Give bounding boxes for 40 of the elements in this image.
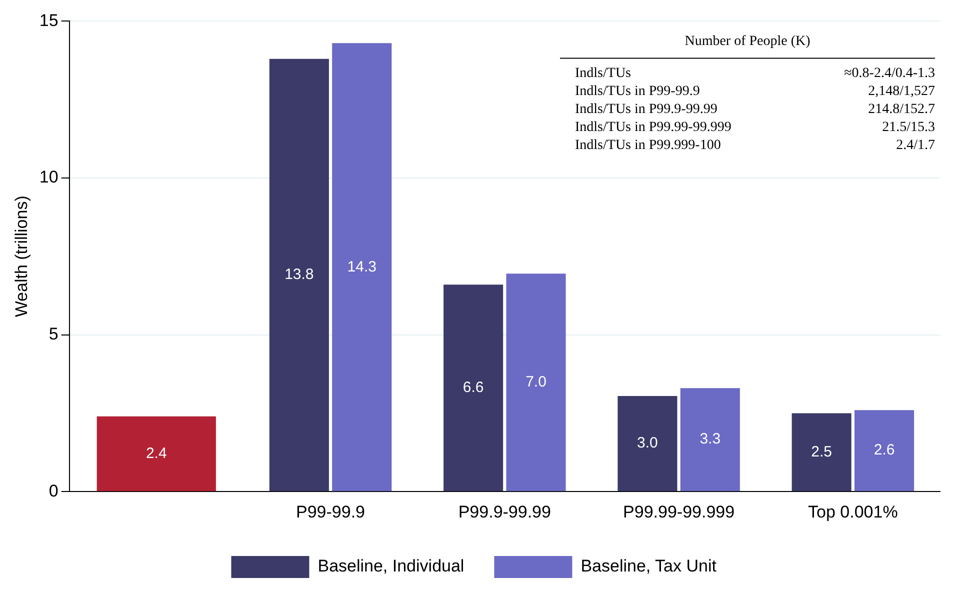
bar — [96, 416, 216, 492]
data-label: 7.0 — [526, 374, 546, 391]
annotation: 214.8/152.7 — [868, 102, 935, 117]
annotation: Indls/TUs in P99-99.9 — [575, 84, 700, 99]
bar — [680, 388, 740, 492]
bar — [506, 274, 566, 492]
legend-label: Baseline, Tax Unit — [580, 556, 717, 576]
data-label: 2.5 — [811, 443, 832, 460]
annotation: ≈0.8-2.4/0.4-1.3 — [844, 66, 935, 81]
bar — [792, 413, 852, 492]
data-label: 2.4 — [146, 444, 167, 462]
bar — [332, 43, 392, 492]
bar — [854, 410, 914, 492]
x-tick-label: P99.99-99.999 — [623, 502, 735, 522]
x-tick-label: Top 0.001% — [808, 502, 898, 522]
y-tick-label: 15 — [39, 10, 58, 30]
bar — [269, 58, 329, 492]
data-label: 3.3 — [700, 430, 721, 448]
data-label: 13.8 — [284, 266, 314, 284]
annotation: Indls/TUs — [575, 66, 631, 81]
y-tick-label: 5 — [48, 324, 58, 344]
y-tick-label: 0 — [48, 481, 58, 500]
annotation: Indls/TUs in P99.999-100 — [575, 138, 721, 153]
annotation: Number of People (K) — [684, 34, 811, 49]
bar — [618, 396, 678, 492]
annotation: 21.5/15.3 — [882, 120, 935, 135]
y-tick-label: 10 — [39, 168, 58, 187]
data-label: 3.0 — [637, 434, 658, 452]
data-label: 14.3 — [347, 258, 376, 276]
bar — [444, 284, 504, 492]
data-label: 6.6 — [462, 379, 484, 396]
annotation: 2.4/1.7 — [896, 138, 935, 153]
y-axis-title: Wealth (trillions) — [12, 196, 31, 318]
annotation: Indls/TUs in P99.99-99.999 — [575, 120, 732, 135]
x-tick-label: P99-99.9 — [296, 502, 366, 522]
annotation: Indls/TUs in P99.9-99.99 — [575, 102, 718, 117]
legend-label: Baseline, Individual — [318, 556, 464, 576]
annotation: 2,148/1,527 — [868, 84, 935, 99]
x-tick-label: P99.9-99.99 — [458, 502, 551, 522]
data-label: 2.6 — [874, 442, 895, 459]
